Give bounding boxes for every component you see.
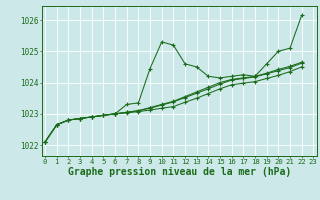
X-axis label: Graphe pression niveau de la mer (hPa): Graphe pression niveau de la mer (hPa)	[68, 167, 291, 177]
